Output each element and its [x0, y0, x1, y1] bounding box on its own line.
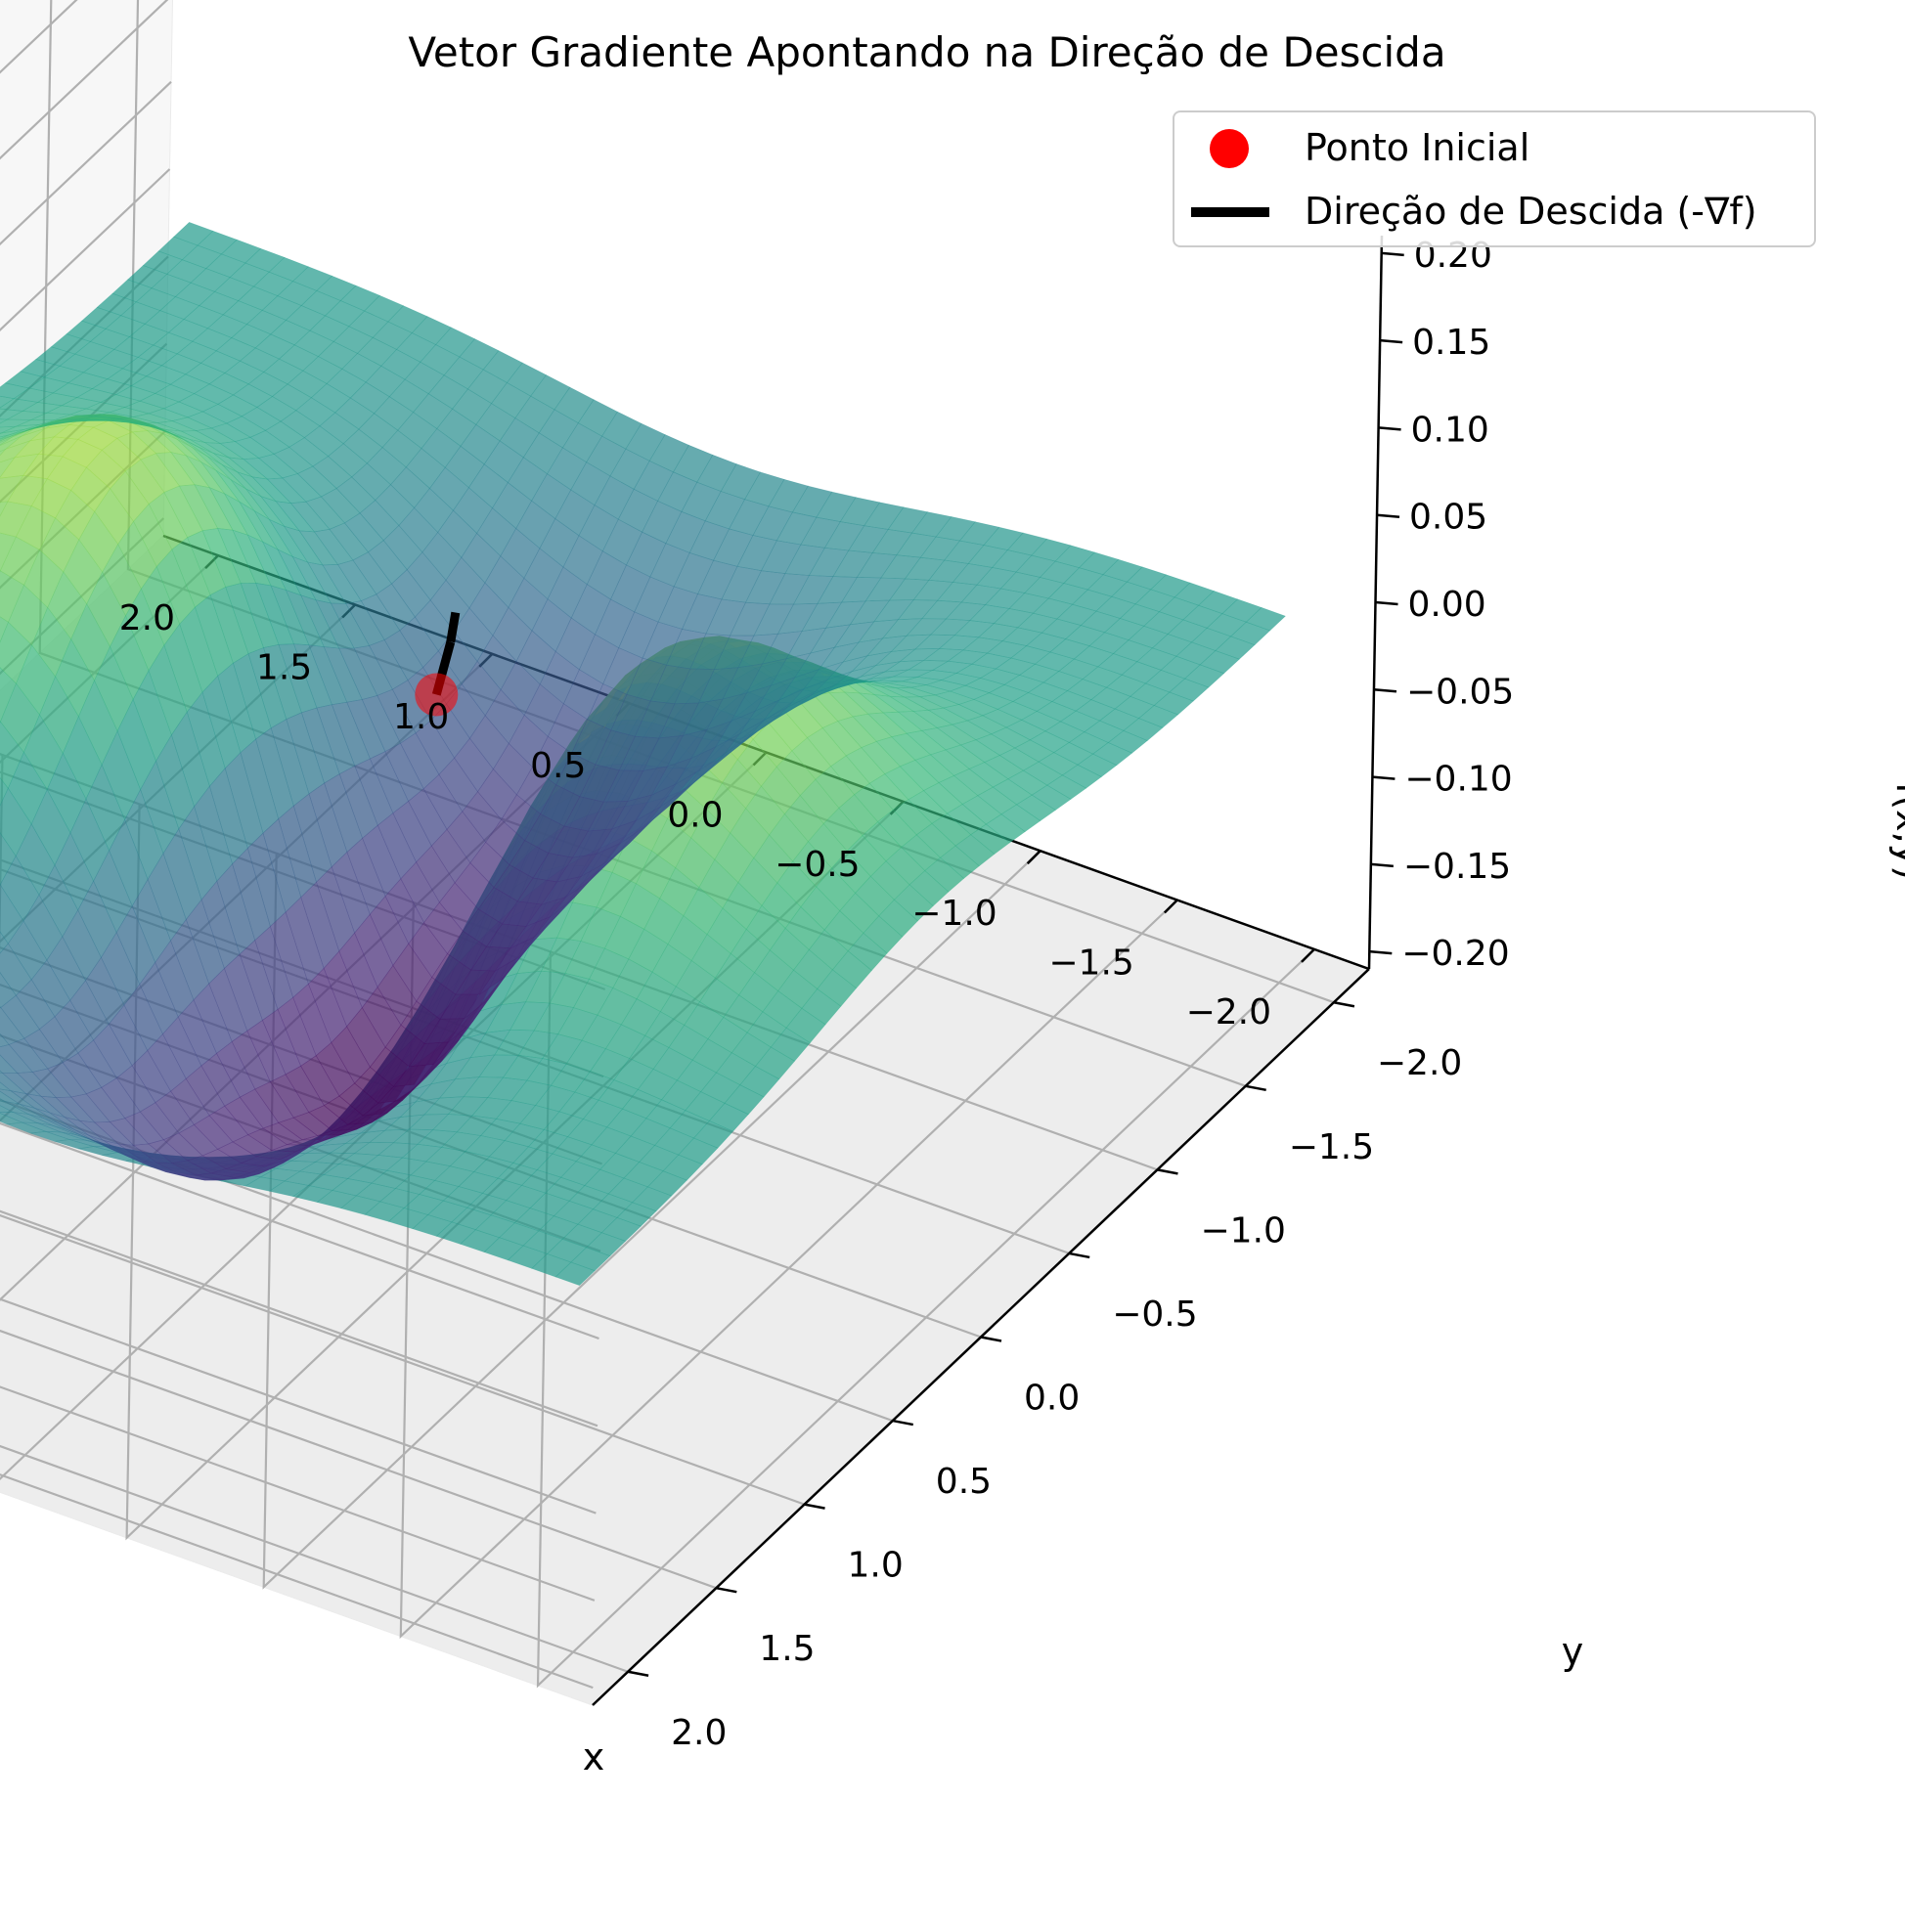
x-tick-label: 0.5 [530, 746, 586, 786]
legend-label-initial-point: Ponto Inicial [1305, 126, 1529, 169]
z-tick-label: 0.05 [1409, 498, 1487, 538]
x-tick-label: 0.0 [667, 796, 723, 836]
y-axis-label: y [1562, 1630, 1584, 1673]
chart-title: Vetor Gradiente Apontando na Direção de … [408, 28, 1445, 76]
y-tick-label: 1.0 [848, 1546, 904, 1586]
y-tick-label: 0.5 [936, 1462, 992, 1502]
z-tick-label: 0.00 [1408, 585, 1486, 625]
x-tick-label: −0.5 [775, 845, 860, 885]
z-axis-label: f(x,y) [1888, 782, 1905, 880]
legend-label-descent-direction: Direção de Descida (-∇f) [1305, 190, 1757, 233]
y-tick-label: −1.5 [1289, 1127, 1374, 1167]
x-tick-label: 1.0 [393, 697, 449, 737]
z-tick-label: −0.20 [1401, 934, 1509, 974]
x-tick-label: −2.0 [1186, 992, 1271, 1032]
y-tick-label: 2.0 [671, 1713, 727, 1753]
y-tick-label: −1.0 [1201, 1210, 1286, 1251]
z-tick-label: 0.15 [1412, 323, 1490, 363]
x-tick-label: −1.5 [1048, 944, 1133, 984]
z-tick-label: 0.10 [1411, 410, 1489, 450]
legend: Ponto Inicial Direção de Descida (-∇f) [1174, 111, 1815, 246]
x-tick-label: 2.0 [119, 598, 175, 638]
descent-direction-arrowhead [451, 613, 456, 642]
y-tick-label: −2.0 [1377, 1043, 1462, 1083]
y-tick-label: 1.5 [759, 1629, 815, 1669]
z-tick-label: −0.15 [1403, 847, 1511, 887]
x-tick-label: −1.0 [911, 894, 997, 934]
x-tick-label: 1.5 [256, 648, 312, 688]
legend-marker-initial-point [1210, 129, 1249, 168]
z-tick-label: −0.10 [1404, 760, 1512, 800]
y-tick-label: 0.0 [1024, 1379, 1080, 1419]
y-tick-label: −0.5 [1112, 1295, 1197, 1335]
x-axis-label: x [583, 1735, 605, 1778]
z-tick-label: −0.05 [1406, 672, 1514, 712]
